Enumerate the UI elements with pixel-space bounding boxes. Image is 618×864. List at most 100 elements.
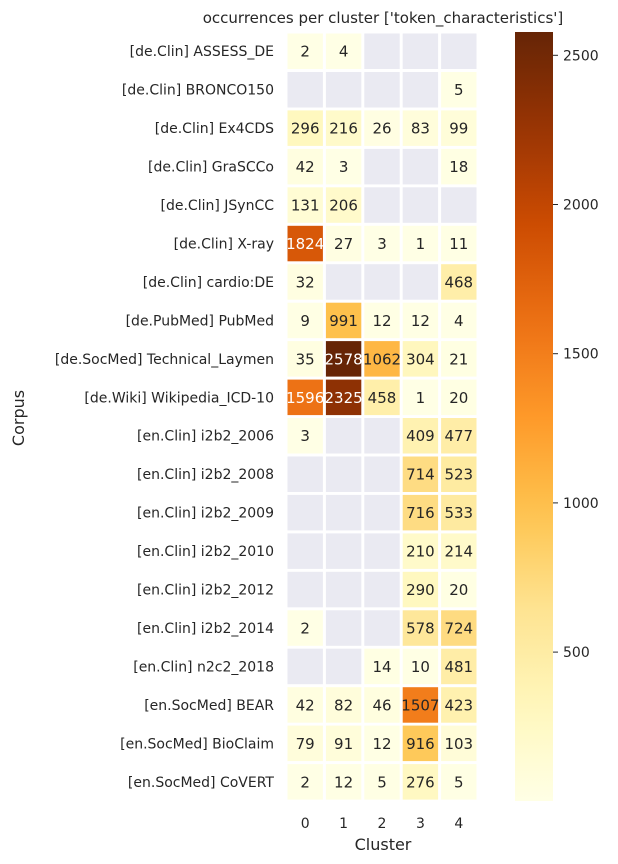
cell-value-label: 20	[449, 581, 468, 599]
cell-value-label: 296	[291, 120, 320, 138]
heatmap-cell	[325, 687, 362, 723]
heatmap-cell	[287, 456, 323, 492]
y-tick-label: [en.Clin] i2b2_2010	[137, 544, 274, 560]
heatmap-cell	[402, 494, 439, 531]
heatmap-cell	[325, 264, 362, 300]
cell-value-label: 716	[406, 504, 435, 522]
cell-value-label: 290	[406, 581, 435, 599]
heatmap-cell	[325, 725, 362, 762]
cell-value-label: 4	[339, 43, 349, 61]
cell-value-label: 46	[372, 696, 391, 714]
heatmap-cell	[402, 302, 439, 339]
heatmap-cell	[402, 648, 439, 685]
heatmap-cell	[402, 379, 439, 416]
colorbar-tick-label: 2000	[563, 198, 599, 214]
x-tick-label: 3	[416, 816, 425, 832]
chart-title: occurrences per cluster ['token_characte…	[203, 9, 564, 28]
heatmap-cell	[402, 764, 439, 800]
y-tick-label: [en.SocMed] CoVERT	[128, 775, 275, 791]
heatmap-cell	[402, 571, 439, 608]
heatmap-cell	[364, 341, 400, 377]
heatmap-cell	[441, 725, 477, 762]
cell-value-label: 83	[411, 120, 430, 138]
heatmap-cell	[325, 610, 362, 646]
heatmap-cell	[402, 264, 439, 300]
heatmap-cell	[325, 33, 362, 69]
cell-value-label: 79	[296, 735, 315, 753]
x-tick-label: 2	[378, 816, 387, 832]
heatmap-cell	[325, 494, 362, 531]
heatmap-cell	[325, 571, 362, 608]
heatmap-cell	[402, 418, 439, 454]
y-tick-label: [de.Clin] ASSESS_DE	[130, 44, 274, 60]
cell-value-label: 12	[411, 312, 430, 330]
heatmap-cell	[441, 456, 477, 492]
cell-value-label: 12	[334, 773, 353, 791]
heatmap-cell	[325, 648, 362, 685]
cell-value-label: 1	[416, 389, 426, 407]
colorbar-tick-label: 1000	[563, 496, 599, 512]
y-tick-label: [de.Clin] JSynCC	[161, 198, 275, 214]
heatmap-cell	[441, 187, 477, 223]
cell-value-label: 82	[334, 696, 353, 714]
heatmap-cell	[325, 418, 362, 454]
y-tick-label: [en.Clin] n2c2_2018	[133, 659, 274, 675]
heatmap-cell	[287, 494, 323, 531]
y-tick-label: [en.Clin] i2b2_2006	[137, 429, 274, 445]
cell-value-label: 458	[368, 389, 397, 407]
cell-value-label: 10	[411, 658, 430, 676]
heatmap-cell	[287, 72, 323, 108]
heatmap-cell	[364, 533, 400, 569]
heatmap-cell	[287, 341, 323, 377]
y-tick-label: [de.Clin] X-ray	[174, 236, 274, 252]
cell-value-label: 131	[291, 197, 320, 215]
heatmap-cell	[441, 110, 477, 146]
heatmap-cell	[441, 418, 477, 454]
heatmap-cell	[441, 341, 477, 377]
heatmap-cell	[364, 687, 400, 723]
cell-value-label: 916	[406, 735, 435, 753]
heatmap-cell	[441, 33, 477, 69]
heatmap-cell	[402, 225, 439, 262]
cell-value-label: 5	[377, 773, 387, 791]
cell-value-label: 1507	[401, 696, 439, 714]
colorbar	[515, 32, 553, 801]
heatmap-cell	[441, 72, 477, 108]
heatmap-cell	[441, 571, 477, 608]
heatmap-cell	[441, 302, 477, 339]
heatmap-cell	[402, 533, 439, 569]
heatmap-cell	[325, 148, 362, 185]
cell-value-label: 3	[377, 235, 387, 253]
heatmap-cell	[402, 341, 439, 377]
y-tick-label: [de.SocMed] Technical_Laymen	[55, 352, 274, 368]
x-tick-label: 0	[301, 816, 310, 832]
cell-value-label: 5	[454, 773, 464, 791]
cell-value-label: 1	[416, 235, 426, 253]
heatmap-cell	[364, 648, 400, 685]
cell-value-label: 481	[444, 658, 473, 676]
heatmap-cell	[402, 148, 439, 185]
heatmap-cell	[287, 187, 323, 223]
heatmap-cell	[287, 379, 323, 416]
heatmap-cell	[441, 687, 477, 723]
cell-value-label: 2578	[325, 350, 363, 368]
heatmap-cell	[287, 571, 323, 608]
heatmap-cell	[325, 110, 362, 146]
heatmap-cell	[441, 648, 477, 685]
cell-value-label: 210	[406, 543, 435, 561]
heatmap-cell	[364, 764, 400, 800]
cell-value-label: 276	[406, 773, 435, 791]
cell-value-label: 523	[444, 466, 473, 484]
colorbar-tick-label: 1500	[563, 347, 599, 363]
cell-value-label: 206	[329, 197, 358, 215]
cell-value-label: 9	[300, 312, 310, 330]
cell-value-label: 11	[449, 235, 468, 253]
heatmap-cell	[325, 456, 362, 492]
cell-value-label: 103	[444, 735, 473, 753]
heatmap-cell	[364, 225, 400, 262]
heatmap-cell	[441, 379, 477, 416]
heatmap-cell	[364, 379, 400, 416]
y-tick-label: [de.PubMed] PubMed	[126, 313, 274, 329]
cell-value-label: 423	[444, 696, 473, 714]
